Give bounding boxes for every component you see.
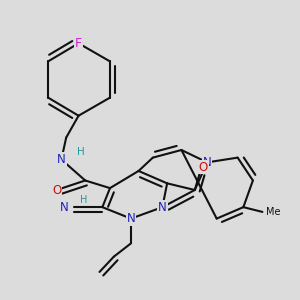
Text: N: N [158,201,167,214]
Text: O: O [199,160,208,174]
Text: H: H [80,194,87,205]
Text: H: H [76,147,84,157]
Text: N: N [127,212,135,225]
Text: N: N [203,156,212,169]
Text: N: N [60,201,69,214]
Text: O: O [52,184,61,196]
Text: Me: Me [266,207,280,217]
Text: F: F [75,37,82,50]
Text: N: N [57,153,66,166]
